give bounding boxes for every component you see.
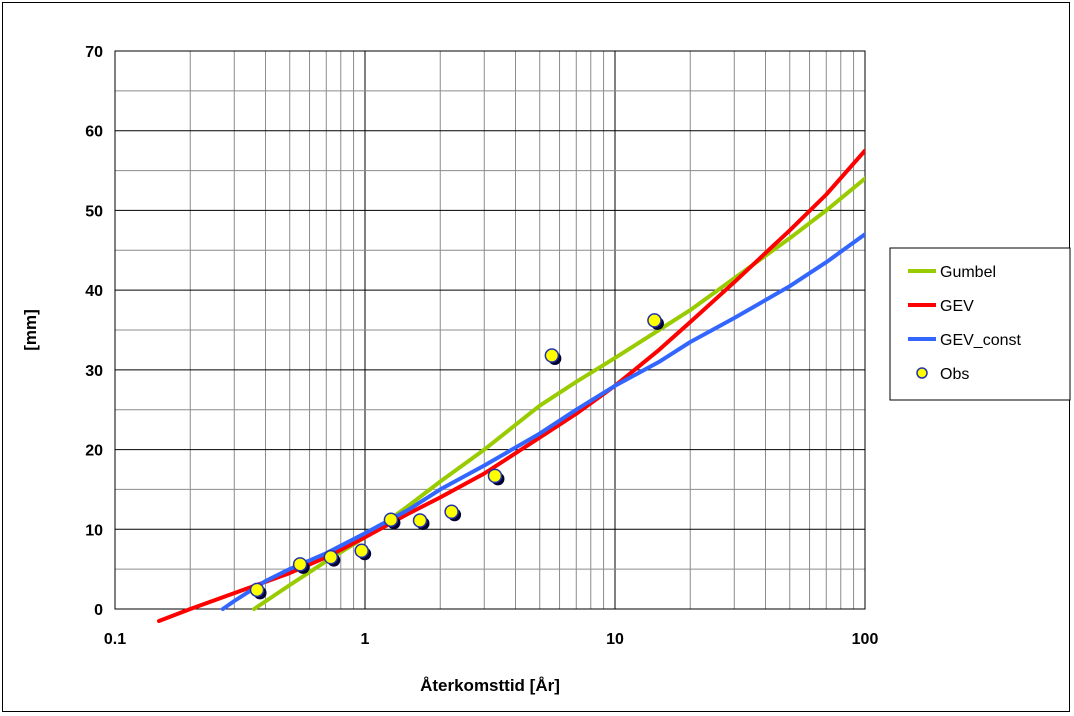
legend-label: GEV_const xyxy=(940,332,1021,349)
obs-point xyxy=(249,582,265,598)
obs-point xyxy=(292,557,308,572)
y-tick-labels: 0 10 20 30 40 50 60 70 xyxy=(85,44,103,619)
obs-point xyxy=(323,549,339,565)
series-line-gev-const xyxy=(220,232,865,611)
series-group xyxy=(157,148,865,623)
y-tick-label: 60 xyxy=(85,124,103,141)
legend-item: GEV xyxy=(908,298,974,315)
obs-point xyxy=(444,504,459,519)
obs-point xyxy=(647,313,662,328)
obs-point xyxy=(412,513,428,528)
obs-point xyxy=(544,348,560,363)
x-tick-label: 10 xyxy=(606,631,624,648)
legend: Gumbel GEV GEV_const Obs xyxy=(889,247,1071,401)
x-axis-title: Återkomsttid [År] xyxy=(420,676,560,695)
legend-label: Obs xyxy=(940,366,969,383)
x-tick-label: 1 xyxy=(361,631,370,648)
y-tick-label: 70 xyxy=(85,44,103,61)
legend-item: Obs xyxy=(916,366,969,383)
legend-item: GEV_const xyxy=(908,332,1021,349)
y-tick-label: 0 xyxy=(94,602,103,619)
x-tick-labels: 0.1 1 10 100 xyxy=(104,631,879,648)
legend-swatch-marker xyxy=(916,367,928,379)
obs-point xyxy=(354,543,369,559)
x-tick-label: 100 xyxy=(852,631,879,648)
y-tick-label: 20 xyxy=(85,443,103,460)
plot-area-border xyxy=(114,50,866,610)
x-tick-label: 0.1 xyxy=(104,631,126,648)
y-tick-label: 30 xyxy=(85,363,103,380)
legend-label: Gumbel xyxy=(940,264,996,281)
legend-label: GEV xyxy=(940,298,974,315)
y-tick-label: 40 xyxy=(85,283,103,300)
obs-point xyxy=(383,512,399,527)
y-axis-title: [mm] xyxy=(21,309,40,351)
grid-lines xyxy=(115,51,865,609)
obs-point xyxy=(487,468,503,484)
series-line-gev xyxy=(157,148,865,623)
y-tick-label: 10 xyxy=(85,522,103,539)
obs-points xyxy=(249,313,664,600)
legend-item: Gumbel xyxy=(908,264,996,281)
y-tick-label: 50 xyxy=(85,203,103,220)
